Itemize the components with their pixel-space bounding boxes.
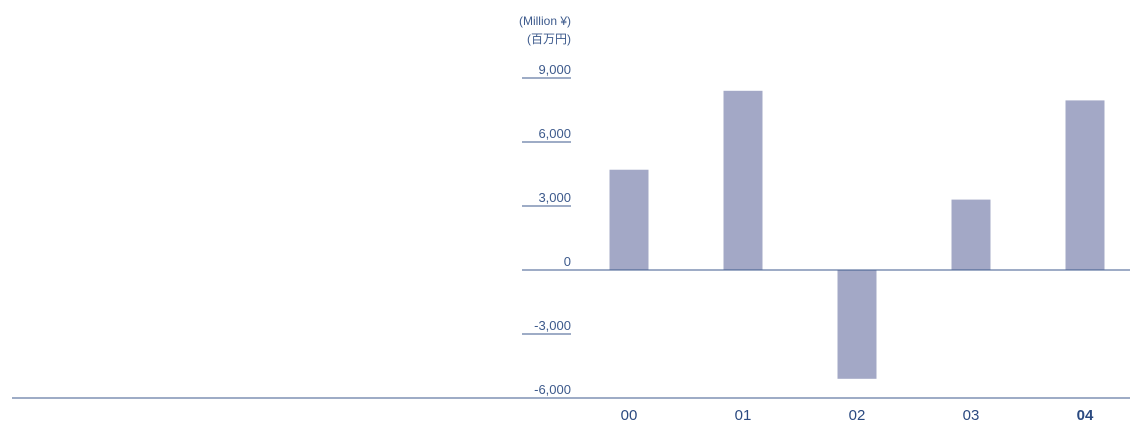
y-tick-label: -3,000 [534, 318, 571, 333]
y-axis-ticks: 9,000 6,000 3,000 0 -3,000 -6,000 [522, 62, 571, 399]
x-tick-label-01: 01 [735, 407, 752, 422]
bar-03 [951, 199, 991, 270]
bar-00 [609, 169, 649, 270]
bar-04 [1065, 100, 1105, 271]
x-tick-label-04: 04 [1077, 407, 1094, 422]
bar-01 [723, 90, 763, 270]
y-tick-label: 9,000 [538, 62, 571, 77]
y-tick-label: 6,000 [538, 126, 571, 141]
bar-02 [837, 270, 877, 379]
x-tick-label-02: 02 [849, 407, 866, 422]
x-axis-labels: 00 01 02 03 04 [621, 407, 1094, 422]
y-tick-label: 3,000 [538, 190, 571, 205]
x-tick-label-03: 03 [963, 407, 980, 422]
unit-label-en: (Million ¥) [519, 14, 571, 28]
x-tick-label-00: 00 [621, 407, 638, 422]
y-tick-label: -6,000 [534, 382, 571, 397]
bars-group [609, 90, 1105, 379]
unit-label-ja: (百万円) [527, 32, 571, 46]
y-tick-label: 0 [564, 254, 571, 269]
